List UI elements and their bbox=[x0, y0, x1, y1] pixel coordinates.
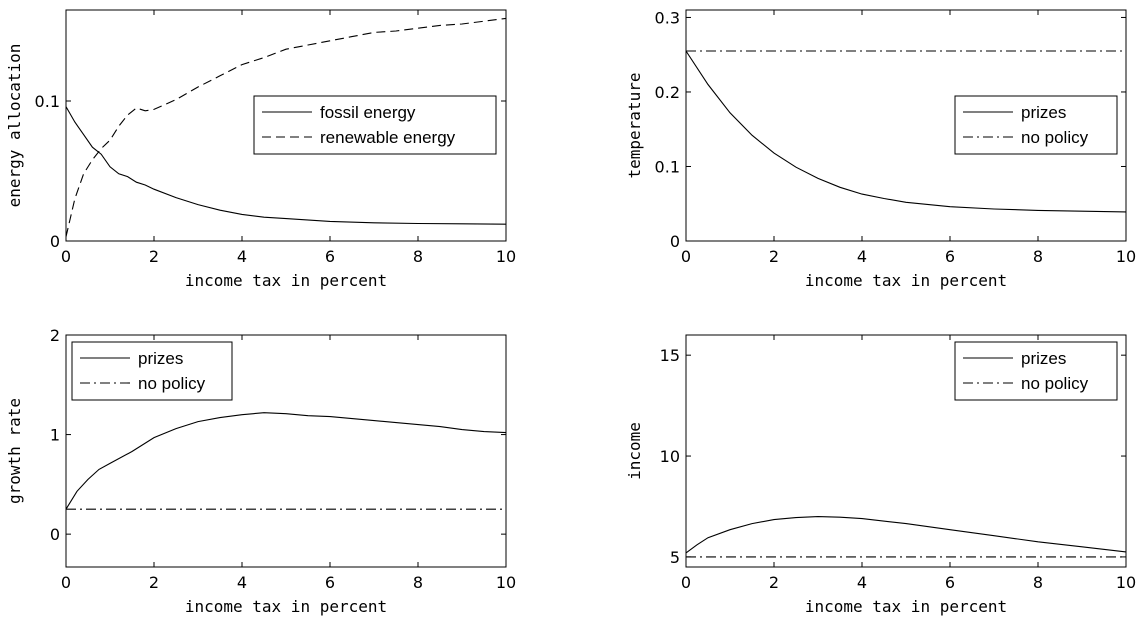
x-tick-label: 8 bbox=[413, 573, 423, 592]
legend-label: no policy bbox=[138, 374, 206, 393]
series-line-prizes bbox=[66, 413, 506, 510]
x-tick-label: 8 bbox=[1033, 247, 1043, 266]
x-tick-label: 4 bbox=[237, 247, 247, 266]
x-tick-label: 2 bbox=[149, 247, 159, 266]
y-tick-label: 0 bbox=[670, 232, 680, 251]
y-tick-label: 0.3 bbox=[655, 8, 680, 27]
x-axis-label: income tax in percent bbox=[805, 597, 1007, 616]
legend: prizes no policy bbox=[955, 342, 1117, 400]
y-tick-label: 0 bbox=[50, 525, 60, 544]
x-tick-label: 10 bbox=[496, 573, 516, 592]
legend-label: prizes bbox=[1021, 103, 1066, 122]
y-tick-label: 0.1 bbox=[35, 92, 60, 111]
legend-label: no policy bbox=[1021, 128, 1089, 147]
legend: prizes no policy bbox=[955, 96, 1117, 154]
x-axis-label: income tax in percent bbox=[185, 271, 387, 290]
x-tick-label: 4 bbox=[857, 573, 867, 592]
x-tick-label: 0 bbox=[681, 573, 691, 592]
y-tick-label: 0 bbox=[50, 232, 60, 251]
x-tick-label: 2 bbox=[149, 573, 159, 592]
x-tick-label: 6 bbox=[945, 573, 955, 592]
y-axis-label: income bbox=[625, 422, 644, 480]
legend: fossil energy renewable energy bbox=[254, 96, 496, 154]
x-tick-label: 8 bbox=[1033, 573, 1043, 592]
y-axis-label: growth rate bbox=[5, 398, 24, 504]
chart-panel-2: 0 2 4 6 8 10 0 0.1 0.2 0.3 income tax in percent te… bbox=[625, 8, 1136, 290]
x-axis-label: income tax in percent bbox=[185, 597, 387, 616]
y-tick-label: 10 bbox=[660, 447, 680, 466]
chart-panel-1: 0 2 4 6 8 10 0 0.1 income tax in percent energy a… bbox=[5, 10, 516, 290]
x-tick-label: 10 bbox=[496, 247, 516, 266]
x-tick-label: 0 bbox=[61, 573, 71, 592]
x-tick-label: 10 bbox=[1116, 247, 1136, 266]
chart-panel-4: 0 2 4 6 8 10 5 10 15 income tax in percent income p… bbox=[625, 335, 1136, 616]
y-axis-label: energy allocation bbox=[5, 44, 24, 208]
x-tick-label: 2 bbox=[769, 247, 779, 266]
chart-panel-3: 0 2 4 6 8 10 0 1 2 income tax in percent growth ra… bbox=[5, 326, 516, 616]
y-tick-label: 5 bbox=[670, 548, 680, 567]
x-tick-label: 6 bbox=[325, 247, 335, 266]
x-tick-label: 2 bbox=[769, 573, 779, 592]
x-tick-label: 0 bbox=[61, 247, 71, 266]
x-tick-label: 0 bbox=[681, 247, 691, 266]
x-tick-label: 8 bbox=[413, 247, 423, 266]
y-tick-label: 1 bbox=[50, 426, 60, 445]
legend-label: prizes bbox=[138, 349, 183, 368]
legend: prizes no policy bbox=[72, 342, 232, 400]
y-tick-label: 0.1 bbox=[655, 157, 680, 176]
legend-label: fossil energy bbox=[320, 103, 416, 122]
series-line-prizes bbox=[686, 517, 1126, 553]
y-axis-label: temperature bbox=[625, 73, 644, 179]
legend-label: prizes bbox=[1021, 349, 1066, 368]
x-axis-label: income tax in percent bbox=[805, 271, 1007, 290]
y-tick-label: 2 bbox=[50, 326, 60, 345]
y-tick-label: 15 bbox=[660, 346, 680, 365]
x-tick-label: 6 bbox=[325, 573, 335, 592]
x-tick-label: 10 bbox=[1116, 573, 1136, 592]
x-tick-label: 4 bbox=[857, 247, 867, 266]
legend-label: no policy bbox=[1021, 374, 1089, 393]
x-tick-label: 6 bbox=[945, 247, 955, 266]
y-tick-label: 0.2 bbox=[655, 83, 680, 102]
x-tick-label: 4 bbox=[237, 573, 247, 592]
legend-label: renewable energy bbox=[320, 128, 456, 147]
